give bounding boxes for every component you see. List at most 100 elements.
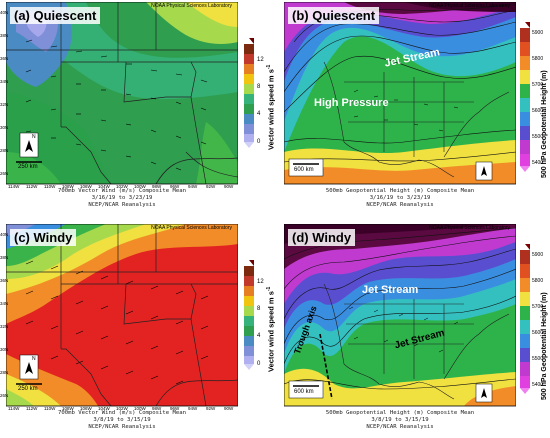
north-arrow-icon	[19, 354, 39, 380]
caption-line-3: NCEP/NCAR Reanalysis	[88, 424, 156, 430]
lon-label: 108W	[62, 406, 74, 411]
height-map-d	[284, 224, 516, 407]
height-colorbar-d	[520, 244, 534, 394]
wind-tick-c-12: 12	[257, 279, 264, 285]
height-tick-b-5700: 5700	[532, 82, 544, 88]
height-tick-d-5500: 5500	[532, 356, 544, 362]
wind-colorbar-a	[244, 38, 284, 148]
wind-tick-c-8: 8	[257, 306, 261, 312]
caption-line-2: 3/8/19 to 3/15/19	[371, 417, 429, 423]
lon-label: 102W	[116, 184, 128, 189]
panel-c-title: (c) Windy	[10, 229, 77, 246]
panel-b-title: (b) Quiescent	[288, 7, 380, 24]
lat-label: 36N	[0, 56, 9, 61]
lon-label: 98W	[152, 406, 162, 411]
lat-label: 30N	[0, 347, 9, 352]
height-tick-b-5600: 5600	[532, 108, 544, 114]
lat-label: 34N	[0, 79, 9, 84]
lat-label: 38N	[0, 255, 9, 260]
wind-map-a	[6, 2, 238, 185]
panel-b-caption: 500mb Geopotential Height (m) Composite …	[284, 188, 516, 209]
lat-label: 28N	[0, 370, 9, 375]
caption-line-3: NCEP/NCAR Reanalysis	[366, 424, 434, 430]
wind-tick-a-8: 8	[257, 84, 261, 90]
lon-label: 104W	[98, 406, 110, 411]
lon-label: 98W	[152, 184, 162, 189]
height-tick-d-5700: 5700	[532, 304, 544, 310]
lon-label: 90W	[224, 406, 234, 411]
lon-label: 94W	[188, 406, 198, 411]
lat-label: 40N	[0, 10, 9, 15]
height-colorbar-b-label: 500 hPa Geopotential Height (m)	[541, 70, 548, 178]
lon-label: 90W	[224, 184, 234, 189]
annotation-high-pressure: High Pressure	[314, 97, 389, 109]
lon-label: 94W	[188, 184, 198, 189]
panel-c-caption: 700mb Vector Wind (m/s) Composite Mean 3…	[6, 410, 238, 431]
lat-label: 34N	[0, 301, 9, 306]
panel-d-credit: NOAA Physical Sciences Laboratory	[429, 225, 510, 231]
lon-label: 106W	[80, 406, 92, 411]
wind-colorbar-c	[244, 260, 258, 370]
north-arrow-icon	[475, 161, 493, 181]
height-tick-d-5400: 5400	[532, 382, 544, 388]
lon-label: 112W	[26, 406, 38, 411]
lon-label: 108W	[62, 184, 74, 189]
wind-tick-a-0: 0	[257, 139, 261, 145]
panel-b: (b) Quiescent NOAA Physical Sciences Lab…	[284, 2, 516, 212]
lon-label: 96W	[170, 406, 180, 411]
panel-d-scale: 600 km	[294, 389, 314, 395]
lon-label: 110W	[44, 184, 56, 189]
caption-line-1: 500mb Geopotential Height (m) Composite …	[325, 410, 475, 416]
panel-b-scale: 600 km	[294, 167, 314, 173]
lon-label: 114W	[8, 406, 20, 411]
panel-c: (c) Windy NOAA Physical Sciences Laborat…	[6, 224, 238, 434]
lon-label: 104W	[98, 184, 110, 189]
panel-c-north: N	[32, 356, 36, 362]
lon-label: 100W	[134, 184, 146, 189]
panel-c-credit: NOAA Physical Sciences Laboratory	[151, 225, 232, 231]
scale-bar-b	[288, 158, 324, 177]
wind-colorbar-c-label: Vector wind speed m s-1	[266, 287, 276, 372]
height-colorbar-d-label: 500 hPa Geopotential Height (m)	[541, 292, 548, 400]
wind-label-sup: -1	[266, 64, 272, 70]
height-colorbar-b	[520, 22, 534, 172]
caption-line-2: 3/16/19 to 3/23/19	[369, 195, 431, 201]
wind-tick-a-12: 12	[257, 57, 264, 63]
height-tick-b-5900: 5900	[532, 30, 544, 36]
caption-line-3: NCEP/NCAR Reanalysis	[88, 202, 156, 208]
caption-line-2: 3/16/19 to 3/23/19	[91, 195, 153, 201]
lon-label: 92W	[206, 406, 216, 411]
lon-label: 102W	[116, 406, 128, 411]
panel-c-scale: 250 km	[18, 386, 38, 392]
panel-a-scale: 250 km	[18, 164, 38, 170]
panel-d: (d) Windy NOAA Physical Sciences Laborat…	[284, 224, 516, 434]
wind-label-sup: -1	[266, 286, 272, 292]
lat-label: 32N	[0, 324, 9, 329]
wind-tick-c-0: 0	[257, 361, 261, 367]
height-tick-b-5400: 5400	[532, 160, 544, 166]
height-tick-b-5800: 5800	[532, 56, 544, 62]
lon-label: 106W	[80, 184, 92, 189]
caption-line-3: NCEP/NCAR Reanalysis	[366, 202, 434, 208]
height-tick-b-5500: 5500	[532, 134, 544, 140]
lon-label: 92W	[206, 184, 216, 189]
lat-label: 26N	[0, 393, 9, 398]
panel-d-caption: 500mb Geopotential Height (m) Composite …	[284, 410, 516, 431]
caption-line-1: 700mb Vector Wind (m/s) Composite Mean	[58, 188, 186, 194]
lon-label: 110W	[44, 406, 56, 411]
wind-tick-a-4: 4	[257, 111, 261, 117]
lon-label: 100W	[134, 406, 146, 411]
lat-label: 32N	[0, 102, 9, 107]
wind-label-text: Vector wind speed m s	[266, 69, 276, 150]
caption-line-1: 700mb Vector Wind (m/s) Composite Mean	[58, 410, 186, 416]
height-tick-d-5800: 5800	[532, 278, 544, 284]
panel-b-credit: NOAA Physical Sciences Laboratory	[429, 3, 510, 9]
height-tick-d-5900: 5900	[532, 252, 544, 258]
wind-map-c	[6, 224, 238, 407]
wind-colorbar-a-label: Vector wind speed m s-1	[266, 65, 276, 150]
wind-tick-c-4: 4	[257, 333, 261, 339]
panel-a: (a) Quiescent NOAA Physical Sciences Lab…	[6, 2, 238, 212]
north-arrow-icon	[19, 132, 39, 158]
lon-label: 114W	[8, 184, 20, 189]
panel-a-caption: 700mb Vector Wind (m/s) Composite Mean 3…	[6, 188, 238, 209]
